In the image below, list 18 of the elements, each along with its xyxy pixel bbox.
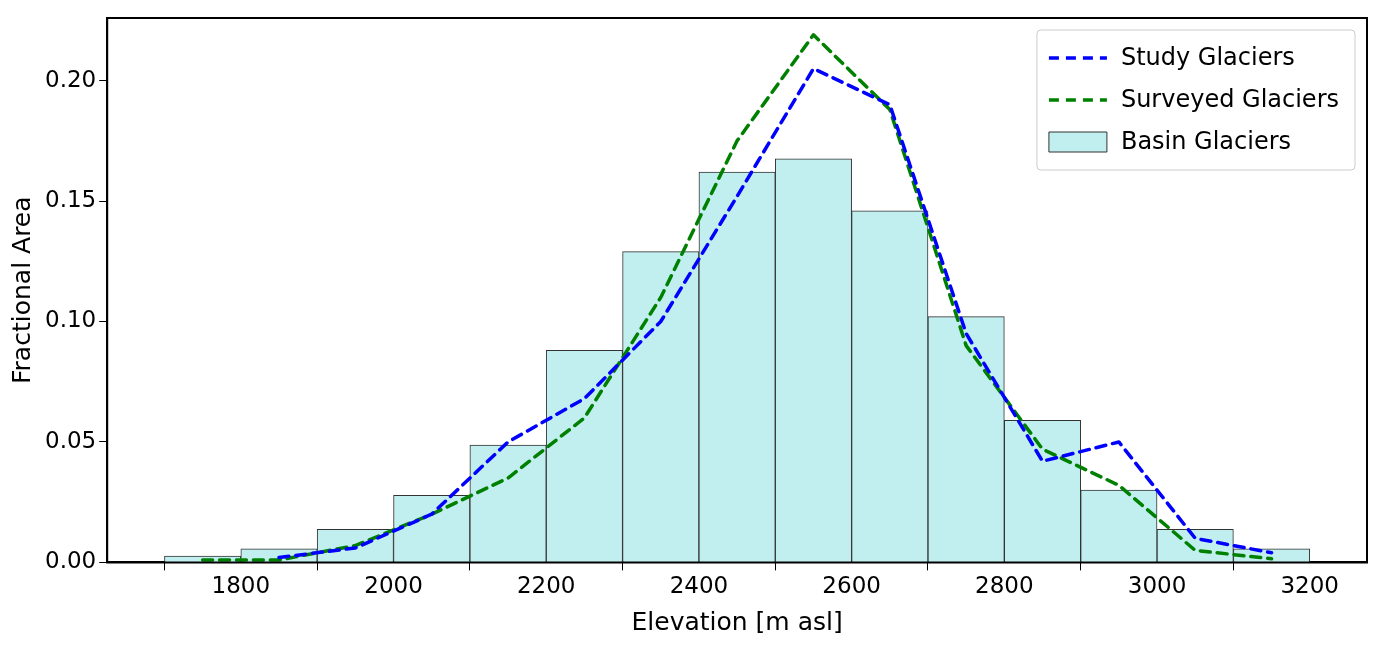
x-tick-label: 3000 — [1127, 572, 1187, 599]
y-tick-label: 0.00 — [44, 547, 97, 574]
x-tick-label: 3200 — [1280, 572, 1340, 599]
legend-label: Surveyed Glaciers — [1120, 85, 1340, 114]
legend-label: Study Glaciers — [1120, 43, 1295, 72]
x-tick-label: 2000 — [364, 572, 423, 599]
x-axis-title: Elevation [m asl] — [631, 606, 843, 636]
y-tick-label: 0.15 — [44, 186, 97, 213]
y-tick-label: 0.10 — [44, 306, 97, 333]
x-tick-label: 2200 — [516, 572, 576, 599]
x-tick-label: 1800 — [211, 572, 271, 599]
legend-label: Basin Glaciers — [1120, 127, 1292, 156]
y-tick-label: 0.05 — [44, 426, 97, 453]
y-axis-title: Fractional Area — [6, 196, 36, 384]
y-tick-label: 0.20 — [44, 65, 97, 92]
x-tick-label: 2800 — [975, 572, 1034, 599]
x-tick-label: 2600 — [822, 572, 881, 599]
x-tick-label: 2400 — [669, 572, 729, 599]
